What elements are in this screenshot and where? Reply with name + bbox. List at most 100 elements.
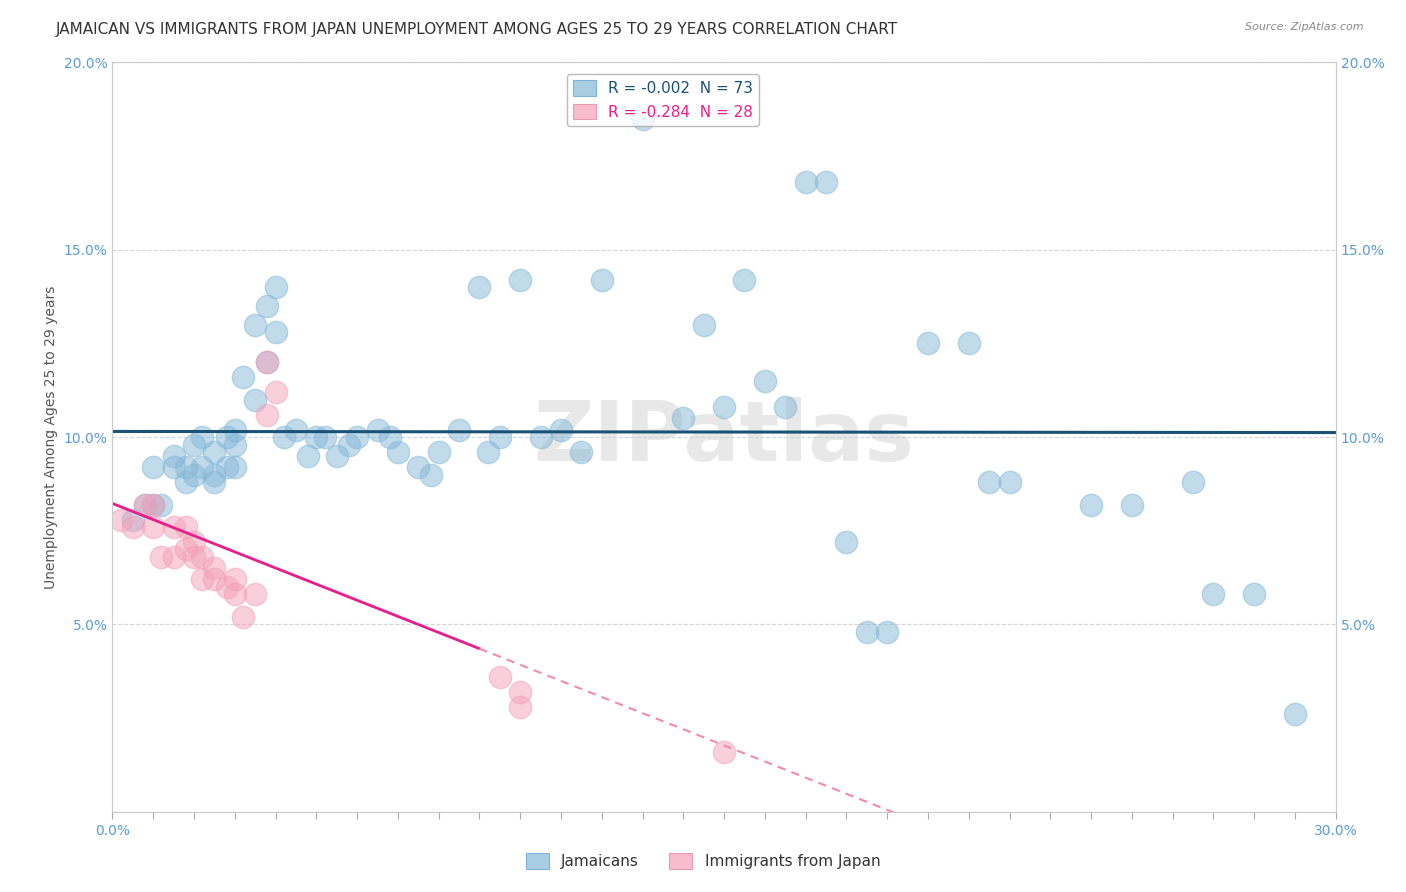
Point: [489, 670, 512, 684]
Point: [174, 520, 197, 534]
Point: [204, 573, 226, 587]
Point: [174, 460, 197, 475]
Point: [204, 445, 226, 459]
Point: [204, 475, 226, 489]
Point: [256, 355, 278, 369]
Point: [163, 549, 186, 564]
Point: [713, 400, 735, 414]
Text: Source: ZipAtlas.com: Source: ZipAtlas.com: [1246, 22, 1364, 32]
Point: [150, 549, 173, 564]
Point: [191, 460, 214, 475]
Point: [713, 745, 735, 759]
Point: [387, 445, 409, 459]
Point: [550, 423, 572, 437]
Point: [232, 610, 254, 624]
Point: [917, 336, 939, 351]
Point: [174, 475, 197, 489]
Point: [245, 587, 267, 601]
Point: [631, 112, 654, 126]
Point: [134, 498, 156, 512]
Point: [163, 520, 186, 534]
Point: [297, 449, 319, 463]
Point: [794, 175, 817, 189]
Point: [110, 512, 132, 526]
Point: [204, 467, 226, 482]
Point: [224, 587, 246, 601]
Point: [191, 573, 214, 587]
Point: [734, 273, 756, 287]
Legend: R = -0.002  N = 73, R = -0.284  N = 28: R = -0.002 N = 73, R = -0.284 N = 28: [567, 74, 759, 126]
Point: [366, 423, 388, 437]
Point: [264, 280, 287, 294]
Point: [509, 685, 531, 699]
Point: [876, 624, 898, 639]
Point: [273, 430, 295, 444]
Point: [183, 437, 205, 451]
Point: [998, 475, 1021, 489]
Point: [1080, 498, 1102, 512]
Point: [224, 573, 246, 587]
Point: [1181, 475, 1204, 489]
Point: [215, 430, 238, 444]
Point: [284, 423, 308, 437]
Point: [224, 423, 246, 437]
Point: [979, 475, 1001, 489]
Point: [174, 542, 197, 557]
Point: [256, 299, 278, 313]
Point: [264, 325, 287, 339]
Point: [245, 392, 267, 407]
Point: [672, 411, 695, 425]
Point: [408, 460, 430, 475]
Point: [134, 498, 156, 512]
Point: [224, 460, 246, 475]
Point: [346, 430, 368, 444]
Point: [183, 467, 205, 482]
Point: [264, 385, 287, 400]
Point: [529, 430, 551, 444]
Point: [142, 460, 165, 475]
Point: [142, 520, 165, 534]
Point: [191, 549, 214, 564]
Point: [419, 467, 441, 482]
Point: [855, 624, 877, 639]
Point: [163, 449, 186, 463]
Point: [1284, 707, 1306, 722]
Point: [245, 318, 267, 332]
Point: [183, 535, 205, 549]
Point: [754, 374, 776, 388]
Point: [183, 549, 205, 564]
Text: JAMAICAN VS IMMIGRANTS FROM JAPAN UNEMPLOYMENT AMONG AGES 25 TO 29 YEARS CORRELA: JAMAICAN VS IMMIGRANTS FROM JAPAN UNEMPL…: [56, 22, 898, 37]
Point: [224, 437, 246, 451]
Point: [571, 445, 593, 459]
Point: [693, 318, 716, 332]
Point: [509, 273, 531, 287]
Point: [1121, 498, 1143, 512]
Point: [591, 273, 613, 287]
Point: [447, 423, 470, 437]
Point: [204, 561, 226, 575]
Point: [191, 430, 214, 444]
Point: [326, 449, 349, 463]
Point: [835, 535, 858, 549]
Point: [163, 460, 186, 475]
Point: [815, 175, 838, 189]
Point: [215, 580, 238, 594]
Point: [509, 699, 531, 714]
Point: [232, 370, 254, 384]
Point: [122, 512, 145, 526]
Point: [477, 445, 499, 459]
Point: [256, 355, 278, 369]
Point: [378, 430, 401, 444]
Point: [489, 430, 512, 444]
Legend: Jamaicans, Immigrants from Japan: Jamaicans, Immigrants from Japan: [520, 847, 886, 875]
Point: [256, 408, 278, 422]
Point: [314, 430, 336, 444]
Point: [427, 445, 450, 459]
Point: [305, 430, 328, 444]
Point: [122, 520, 145, 534]
Point: [468, 280, 491, 294]
Point: [957, 336, 980, 351]
Point: [1202, 587, 1225, 601]
Point: [150, 498, 173, 512]
Point: [142, 498, 165, 512]
